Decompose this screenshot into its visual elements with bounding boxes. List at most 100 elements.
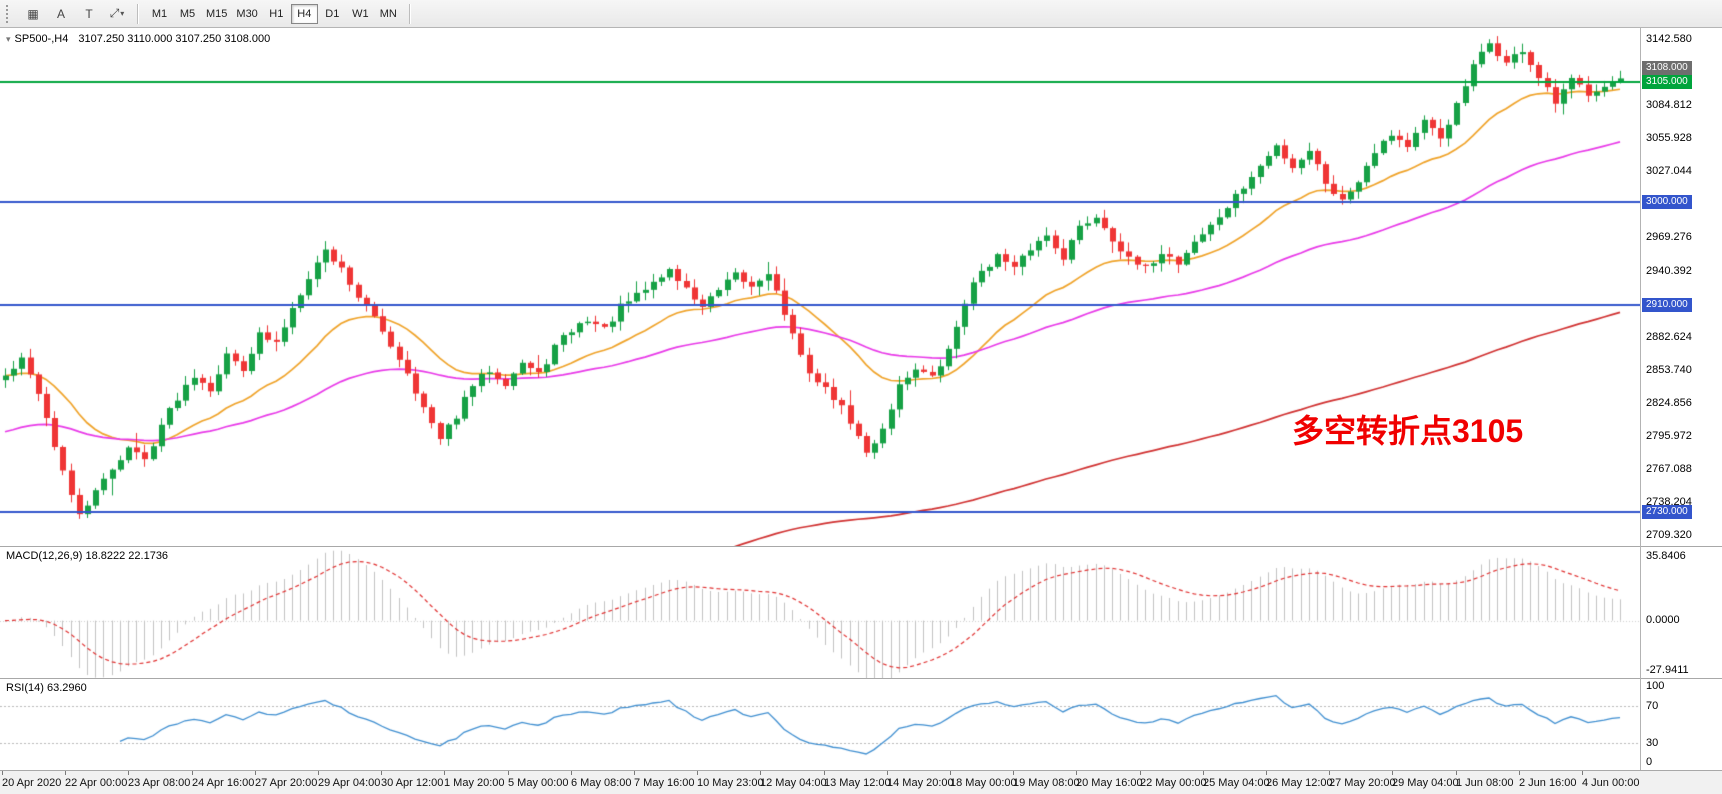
timeframe-button-h4[interactable]: H4 xyxy=(290,3,318,24)
price-scale-label: 2853.740 xyxy=(1646,363,1692,376)
toolbar-icon-group: ▦ A T ⤢ ▾ xyxy=(20,2,130,26)
time-axis-label: 29 Apr 04:00 xyxy=(318,777,381,789)
time-axis-tick xyxy=(1140,771,1141,775)
rsi-panel-canvas[interactable] xyxy=(0,679,1640,770)
ohlc-values: 3107.250 3110.000 3107.250 3108.000 xyxy=(78,33,271,45)
rsi-scale-label: 100 xyxy=(1646,680,1665,692)
toolbar-separator xyxy=(408,3,411,24)
price-scale-separator xyxy=(1640,28,1641,770)
time-axis-label: 26 May 12:00 xyxy=(1266,777,1333,789)
time-axis-tick xyxy=(1013,771,1014,775)
time-axis-tick xyxy=(2,771,3,775)
time-axis-label: 27 May 20:00 xyxy=(1329,777,1396,789)
time-axis-tick xyxy=(128,771,129,775)
price-tag: 2910.000 xyxy=(1642,298,1692,313)
timeframe-button-mn[interactable]: MN xyxy=(379,7,397,20)
time-axis-label: 6 May 08:00 xyxy=(571,777,632,789)
timeframe-button-h1[interactable]: H1 xyxy=(269,7,284,20)
time-axis-tick xyxy=(444,771,445,775)
macd-scale-max: 35.8406 xyxy=(1646,550,1686,562)
time-axis-label: 27 Apr 20:00 xyxy=(255,777,318,789)
time-axis-tick xyxy=(1392,771,1393,775)
price-scale-label: 3055.928 xyxy=(1646,132,1692,145)
timeframe-button-m30[interactable]: M30 xyxy=(236,7,258,20)
timeframe-button-m1[interactable]: M1 xyxy=(151,7,168,20)
macd-panel-canvas[interactable] xyxy=(0,547,1640,678)
collapse-arrow-icon[interactable]: ▾ xyxy=(6,34,11,44)
rsi-scale-label: 30 xyxy=(1646,737,1659,749)
time-axis-label: 12 May 04:00 xyxy=(760,777,827,789)
toolbar-grip[interactable] xyxy=(6,4,12,23)
time-axis-tick xyxy=(634,771,635,775)
time-axis-label: 10 May 23:00 xyxy=(697,777,764,789)
price-tag: 3000.000 xyxy=(1642,195,1692,210)
timeframe-button-m15[interactable]: M15 xyxy=(206,7,228,20)
time-axis-label: 24 Apr 16:00 xyxy=(192,777,255,789)
panel-separator[interactable] xyxy=(0,546,1722,547)
rsi-header: RSI(14) 63.2960 xyxy=(6,682,87,694)
time-axis-label: 22 May 00:00 xyxy=(1140,777,1207,789)
time-axis-tick xyxy=(950,771,951,775)
time-axis-tick xyxy=(760,771,761,775)
rsi-scale-label: 0 xyxy=(1646,756,1653,768)
time-axis-label: 20 Apr 2020 xyxy=(2,777,62,789)
panel-separator[interactable] xyxy=(0,678,1722,679)
timeframe-button-d1[interactable]: D1 xyxy=(325,7,340,20)
time-axis-tick xyxy=(381,771,382,775)
price-tag: 3105.000 xyxy=(1642,74,1692,89)
time-axis-tick xyxy=(1582,771,1583,775)
macd-scale-min: -27.9411 xyxy=(1646,664,1689,676)
time-axis[interactable]: 20 Apr 2020 22 Apr 00:00 23 Apr 08:00 24 Ap… xyxy=(0,770,1722,794)
time-axis-label: 30 Apr 12:00 xyxy=(381,777,444,789)
time-axis-tick xyxy=(255,771,256,775)
time-axis-label: 18 May 00:00 xyxy=(950,777,1017,789)
time-axis-tick xyxy=(1203,771,1204,775)
new-chart-icon[interactable]: ▦ xyxy=(27,6,39,21)
time-axis-label: 20 May 16:00 xyxy=(1076,777,1143,789)
time-axis-tick xyxy=(192,771,193,775)
time-axis-tick xyxy=(887,771,888,775)
time-axis-tick xyxy=(824,771,825,775)
text-tool-icon[interactable]: T xyxy=(85,6,93,21)
toolbar-separator xyxy=(137,3,139,24)
time-axis-label: 1 May 20:00 xyxy=(444,777,505,789)
time-axis-tick xyxy=(571,771,572,775)
time-axis-label: 2 Jun 16:00 xyxy=(1519,777,1577,789)
time-axis-label: 19 May 08:00 xyxy=(1013,777,1080,789)
text-label-icon[interactable]: A xyxy=(56,6,65,21)
price-scale-label: 3027.044 xyxy=(1646,165,1692,178)
time-axis-tick xyxy=(1076,771,1077,775)
time-axis-tick xyxy=(697,771,698,775)
price-scale-label: 3142.580 xyxy=(1646,32,1692,45)
price-scale-label: 2824.856 xyxy=(1646,396,1692,409)
time-axis-label: 23 Apr 08:00 xyxy=(128,777,191,789)
timeframe-button-m5[interactable]: M5 xyxy=(179,7,196,20)
time-axis-label: 1 Jun 08:00 xyxy=(1456,777,1514,789)
time-axis-tick xyxy=(1266,771,1267,775)
time-axis-tick xyxy=(318,771,319,775)
time-axis-tick xyxy=(1329,771,1330,775)
time-axis-tick xyxy=(1519,771,1520,775)
time-axis-label: 29 May 04:00 xyxy=(1392,777,1459,789)
line-studies-icon[interactable]: ⤢ ▾ xyxy=(109,6,125,20)
price-scale-label: 2940.392 xyxy=(1646,264,1692,277)
rsi-scale-label: 70 xyxy=(1646,700,1659,712)
time-axis-label: 4 Jun 00:00 xyxy=(1582,777,1640,789)
toolbar: ▦ A T ⤢ ▾ M1 M5 M15 M30 H1 H4 D1 W1 MN xyxy=(0,0,1722,28)
price-tag: 2730.000 xyxy=(1642,504,1692,519)
symbol-period-label: SP500-,H4 xyxy=(14,33,69,45)
time-axis-label: 7 May 16:00 xyxy=(634,777,695,789)
price-scale-label: 3084.812 xyxy=(1646,98,1692,111)
chart-title: ▾ SP500-,H4 3107.250 3110.000 3107.250 310… xyxy=(6,33,270,45)
timeframe-button-w1[interactable]: W1 xyxy=(352,7,369,20)
main-chart-canvas[interactable] xyxy=(0,28,1640,546)
time-axis-tick xyxy=(508,771,509,775)
time-axis-label: 5 May 00:00 xyxy=(508,777,569,789)
price-scale-label: 2709.320 xyxy=(1646,529,1692,542)
price-scale-label: 2767.088 xyxy=(1646,463,1692,476)
time-axis-tick xyxy=(1456,771,1457,775)
macd-header: MACD(12,26,9) 18.8222 22.1736 xyxy=(6,550,169,562)
price-scale-label: 2969.276 xyxy=(1646,231,1692,244)
time-axis-label: 14 May 20:00 xyxy=(887,777,954,789)
